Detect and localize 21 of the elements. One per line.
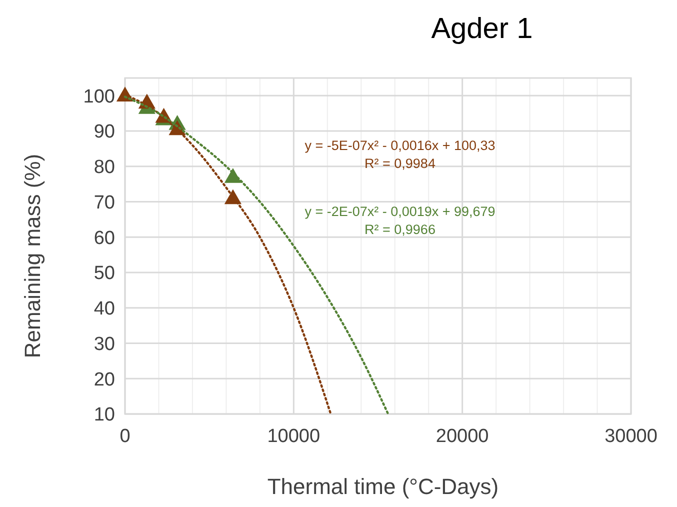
y-tick-label: 80 [94, 157, 115, 178]
y-tick-label: 20 [94, 369, 115, 390]
y-tick-label: 60 [94, 228, 115, 249]
x-tick-label: 20000 [436, 426, 489, 447]
x-axis-title: Thermal time (°C-Days) [267, 474, 499, 499]
chart-title: Agder 1 [431, 13, 533, 45]
annotation: R² = 0,9984 [364, 156, 436, 171]
y-tick-label: 10 [94, 404, 115, 426]
y-tick-label: 100 [83, 86, 115, 108]
y-tick-label: 90 [94, 122, 115, 143]
x-tick-label: 10000 [267, 426, 320, 447]
x-tick-label: 30000 [604, 426, 658, 447]
y-tick-label: 30 [94, 334, 115, 355]
y-axis-title: Remaining mass (%) [20, 154, 45, 358]
annotation: y = -5E-07x² - 0,0016x + 100,33 [304, 138, 496, 153]
y-tick-label: 70 [94, 192, 115, 214]
annotation: y = -2E-07x² - 0,0019x + 99,679 [304, 204, 496, 219]
annotation: R² = 0,9966 [364, 222, 436, 237]
y-tick-label: 50 [94, 263, 115, 284]
y-tick-label: 40 [94, 298, 115, 320]
x-tick-label: 0 [120, 426, 130, 447]
